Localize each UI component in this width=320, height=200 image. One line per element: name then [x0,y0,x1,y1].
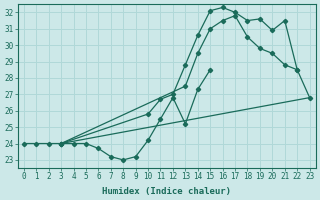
X-axis label: Humidex (Indice chaleur): Humidex (Indice chaleur) [102,187,231,196]
